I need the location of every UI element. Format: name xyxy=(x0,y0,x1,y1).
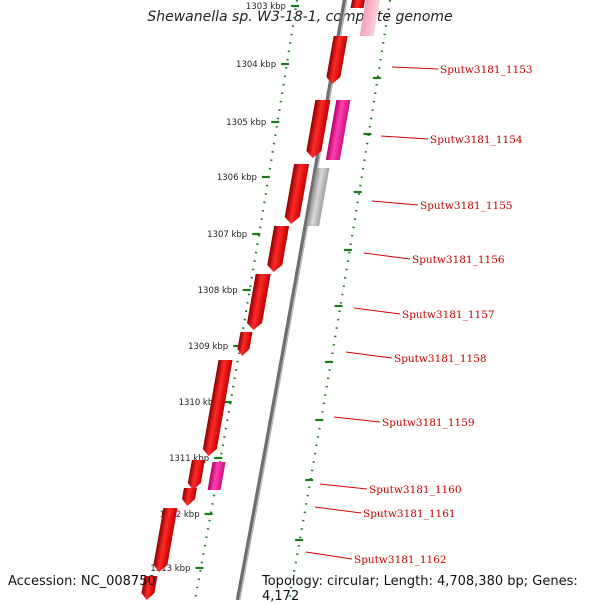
ruler-tick-label: 1303 kbp xyxy=(246,2,286,12)
ruler-tick-label: 1307 kbp xyxy=(207,230,247,240)
gene-label[interactable]: Sputw3181_1160 xyxy=(369,484,462,496)
ruler-tick-label: 1313 kbp xyxy=(150,564,190,574)
gene-label[interactable]: Sputw3181_1157 xyxy=(402,309,495,321)
ruler-tick-label: 1306 kbp xyxy=(217,173,257,183)
gene-cds[interactable] xyxy=(350,0,365,8)
gene-label[interactable]: Sputw3181_1154 xyxy=(430,134,523,146)
label-leader-line xyxy=(380,135,429,140)
gene-cds[interactable] xyxy=(266,226,290,272)
label-leader-line xyxy=(353,307,401,315)
label-leader-line xyxy=(371,200,419,206)
label-leader-line xyxy=(319,483,368,490)
gene-cds-alt[interactable] xyxy=(207,462,226,490)
gene-cds-highlight[interactable] xyxy=(359,0,380,36)
ruler-tick-label: 1304 kbp xyxy=(236,60,276,70)
label-leader-line xyxy=(314,506,362,514)
outer-dotted-ruler xyxy=(193,0,299,600)
gene-cds[interactable] xyxy=(202,360,233,456)
gene-cds[interactable] xyxy=(187,460,205,490)
gene-cds[interactable] xyxy=(152,508,178,572)
gene-cds[interactable] xyxy=(325,36,348,84)
ruler-tick-label: 1310 kbp xyxy=(179,398,219,408)
label-leader-line xyxy=(305,551,353,560)
gene-cds[interactable] xyxy=(246,274,271,330)
ruler-tick-label: 1308 kbp xyxy=(198,286,238,296)
label-leader-line xyxy=(363,252,411,260)
gene-cds[interactable] xyxy=(140,576,158,600)
label-leader-line xyxy=(345,351,393,359)
gene-pseudo[interactable] xyxy=(306,168,330,226)
gene-cds[interactable] xyxy=(284,164,310,224)
gene-label[interactable]: Sputw3181_1159 xyxy=(382,417,475,429)
gene-label[interactable]: Sputw3181_1156 xyxy=(412,254,505,266)
accession-text: Accession: NC_008750 xyxy=(8,574,156,589)
gene-label[interactable]: Sputw3181_1161 xyxy=(363,508,456,520)
gene-cds[interactable] xyxy=(181,488,197,506)
label-leader-line xyxy=(391,66,439,70)
gene-cds[interactable] xyxy=(305,100,331,158)
gene-cds[interactable] xyxy=(236,332,253,356)
genome-backbone xyxy=(235,0,348,600)
gene-label[interactable]: Sputw3181_1155 xyxy=(420,200,513,212)
label-leader-line xyxy=(333,416,381,423)
ruler-tick-label: 1312 kbp xyxy=(160,510,200,520)
ruler-tick-label: 1309 kbp xyxy=(188,342,228,352)
gene-label[interactable]: Sputw3181_1162 xyxy=(354,554,447,566)
gene-label[interactable]: Sputw3181_1158 xyxy=(394,353,487,365)
gene-label[interactable]: Sputw3181_1153 xyxy=(440,64,533,76)
gene-cds-alt[interactable] xyxy=(325,100,351,160)
ruler-tick-label: 1311 kbp xyxy=(169,454,209,464)
inner-dotted-ruler xyxy=(287,0,392,600)
ruler-tick-label: 1305 kbp xyxy=(226,118,266,128)
genome-backbone-highlight xyxy=(238,0,348,600)
